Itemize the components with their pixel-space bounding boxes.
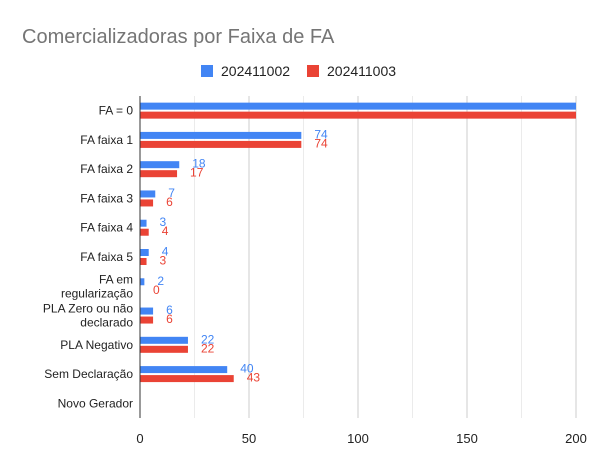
category-label: FA faixa 5	[80, 250, 133, 264]
x-tick-label: 0	[136, 431, 143, 446]
category-label: PLA Negativo	[60, 338, 133, 352]
bar-series-2	[140, 170, 178, 178]
bar-series-1	[140, 249, 149, 256]
bar-series-1	[140, 131, 302, 139]
bar-series-1	[140, 102, 576, 110]
data-label-series-1: 40	[240, 362, 254, 376]
x-tick-label: 50	[242, 431, 256, 446]
data-label-series-2: 3	[160, 254, 167, 268]
bar-series-2	[140, 140, 302, 148]
legend-label-series-2: 202411003	[327, 63, 396, 79]
category-label: FA = 0	[99, 104, 134, 118]
gridlines	[194, 96, 577, 418]
data-label-series-1: 7	[168, 186, 175, 200]
bar-series-1	[140, 307, 154, 315]
category-labels: FA = 0 FA faixa 1 FA faixa 2 FA faixa 3 FA f…	[43, 104, 133, 411]
data-label-series-1: 3	[160, 215, 167, 229]
legend-swatch-series-1	[201, 65, 213, 77]
bars	[140, 102, 576, 383]
category-label: Sem Declaração	[44, 367, 133, 381]
data-label-series-2: 43	[247, 371, 261, 385]
category-label: Novo Gerador	[58, 396, 133, 410]
category-label: FA faixa 4	[80, 221, 133, 235]
bar-series-2	[140, 258, 147, 265]
data-label-series-2: 17	[190, 166, 204, 180]
data-label-series-1: 18	[192, 157, 206, 171]
category-label: FA faixa 3	[80, 191, 133, 205]
data-label-series-1: 2	[157, 274, 164, 288]
bar-series-1	[140, 278, 145, 286]
x-axis-tick-labels: 0 50 100 150 200	[136, 431, 586, 446]
data-label-series-1: 4	[162, 245, 169, 259]
data-label-series-1: 22	[201, 332, 215, 346]
data-label-series-1: 6	[166, 303, 173, 317]
legend-label-series-1: 202411002	[221, 63, 290, 79]
bar-series-2	[140, 111, 576, 119]
bar-series-1	[140, 219, 147, 227]
legend: 202411002 202411003	[201, 63, 396, 79]
category-label: FA em regularização	[61, 272, 133, 300]
bar-series-2	[140, 228, 149, 236]
category-label: FA faixa 2	[80, 162, 133, 176]
bar-series-1	[140, 190, 156, 198]
data-label-series-1: 74	[314, 127, 328, 141]
data-label-series-2: 6	[166, 195, 173, 209]
data-label-series-2: 74	[314, 136, 328, 150]
x-tick-label: 150	[456, 431, 478, 446]
bar-series-2	[140, 199, 154, 207]
x-tick-label: 100	[347, 431, 369, 446]
chart-title: Comercializadoras por Faixa de FA	[22, 26, 335, 48]
data-label-series-2: 0	[153, 283, 160, 297]
legend-swatch-series-2	[307, 65, 319, 77]
bar-series-1	[140, 336, 188, 344]
bar-series-2	[140, 316, 154, 324]
bar-series-2	[140, 375, 234, 383]
category-label: FA faixa 1	[80, 133, 133, 147]
bar-series-1	[140, 366, 228, 374]
data-label-series-2: 6	[166, 312, 173, 326]
bar-series-1	[140, 161, 180, 169]
data-label-series-2: 22	[201, 341, 215, 355]
data-label-series-2: 4	[162, 224, 169, 238]
bar-series-2	[140, 345, 188, 353]
x-tick-label: 200	[565, 431, 587, 446]
category-label: PLA Zero ou não declarado	[43, 302, 133, 330]
